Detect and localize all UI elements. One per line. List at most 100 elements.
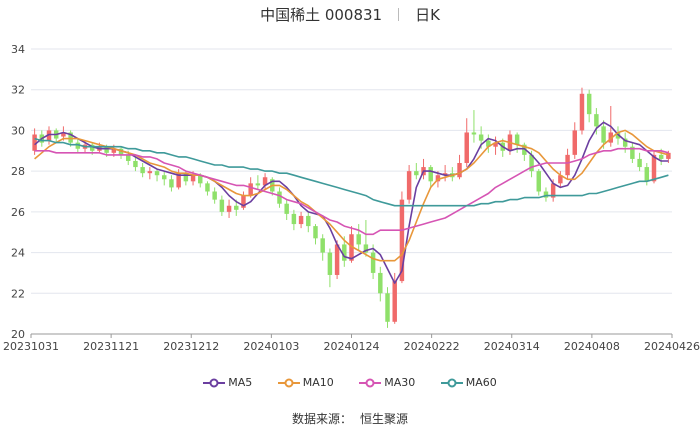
y-tick-label: 26 (11, 206, 25, 219)
candle-body (399, 199, 405, 282)
legend-label-ma10: MA10 (302, 376, 334, 389)
candle-body (291, 213, 297, 225)
candle-body (356, 234, 361, 245)
candle-body (75, 142, 81, 149)
candle-body (241, 195, 246, 208)
candle-body (183, 173, 189, 182)
candle-body (277, 191, 282, 204)
candle-body (248, 183, 253, 196)
candle-body (190, 175, 196, 182)
candle-body (147, 171, 153, 174)
candle-body (666, 152, 671, 159)
candle-body (594, 114, 599, 127)
x-tick-label: 20240314 (484, 340, 540, 353)
candle-body (392, 281, 397, 322)
candle-body (378, 272, 383, 294)
candle-body (133, 160, 138, 168)
series-line-ma10 (34, 129, 669, 262)
series-line-ma30 (34, 147, 669, 236)
candle-body (651, 154, 657, 182)
candle-body (579, 93, 585, 131)
candle-body (298, 215, 304, 225)
legend-label-ma60: MA60 (465, 376, 497, 389)
title-separator (398, 8, 400, 21)
y-tick-label: 32 (11, 84, 25, 97)
legend-item-ma30[interactable]: MA30 (359, 376, 415, 389)
candle-body (313, 226, 318, 239)
legend-item-ma60[interactable]: MA60 (440, 376, 497, 389)
candle-body (46, 130, 52, 141)
legend-item-ma10[interactable]: MA10 (277, 376, 334, 389)
candle-body (414, 171, 419, 176)
candle-body (370, 252, 376, 273)
legend-marker-ma10 (277, 378, 300, 387)
candle-body (493, 142, 498, 147)
legend-marker-ma30 (359, 378, 382, 387)
candle-body (637, 158, 642, 168)
candle-body (104, 146, 109, 153)
candle-body (550, 183, 556, 198)
source-label: 数据来源： (291, 412, 352, 426)
candle-body (464, 132, 469, 163)
candle-body (118, 148, 124, 155)
y-tick-label: 20 (11, 328, 25, 341)
candle-body (234, 205, 239, 210)
candle-body (644, 167, 650, 182)
candle-body (342, 244, 347, 261)
candle-body (61, 132, 66, 137)
x-tick-label: 20240222 (404, 340, 460, 353)
candle-body (205, 183, 210, 192)
candle-body (543, 191, 549, 198)
candle-body (320, 238, 325, 253)
x-tick-label: 20231031 (3, 340, 59, 353)
y-tick-label: 30 (11, 124, 25, 137)
stock-title: 中国稀土 000831 (260, 6, 383, 24)
y-tick-label: 28 (11, 165, 25, 178)
candle-body (111, 148, 117, 153)
source-provider: 恒生聚源 (360, 412, 409, 426)
x-tick-label: 20240124 (324, 340, 380, 353)
candle-body (349, 234, 354, 261)
y-tick-label: 34 (11, 43, 25, 56)
candle-body (68, 132, 73, 143)
candle-body (658, 154, 664, 159)
legend: MA5 MA10 MA30 MA60 (0, 376, 700, 391)
candle-body (162, 175, 167, 180)
candle-body (514, 134, 520, 145)
candle-body (622, 138, 628, 147)
chart-title: 中国稀土 000831 日K (0, 4, 700, 26)
candle-body (442, 173, 448, 176)
x-tick-label: 20240426 (644, 340, 700, 353)
legend-label-ma30: MA30 (384, 376, 416, 389)
series-line-ma60 (34, 137, 669, 207)
candle-body (262, 177, 268, 186)
candle-body (565, 154, 570, 176)
candle-body (586, 93, 592, 115)
period-label[interactable]: 日K (415, 6, 440, 24)
candle-body (608, 132, 614, 143)
legend-marker-ma60 (440, 378, 463, 387)
series-line-ma5 (34, 121, 669, 284)
candle-body (558, 175, 563, 184)
candle-body (255, 183, 261, 186)
candle-body (219, 199, 225, 212)
candle-body (529, 154, 534, 172)
candle-body (32, 134, 37, 151)
data-source: 数据来源： 恒生聚源 (0, 410, 700, 427)
x-tick-label: 20231212 (163, 340, 219, 353)
x-tick-label: 20240408 (564, 340, 620, 353)
candle-body (140, 167, 145, 174)
candle-body (176, 173, 181, 188)
candle-body (385, 293, 390, 322)
candle-body (486, 140, 491, 147)
candle-body (630, 146, 635, 159)
candle-body (478, 134, 484, 141)
candle-body (198, 175, 203, 184)
candle-body (406, 171, 412, 200)
candle-body (457, 163, 462, 178)
candle-body (428, 167, 433, 182)
x-tick-label: 20231121 (83, 340, 139, 353)
legend-item-ma5[interactable]: MA5 (203, 376, 252, 389)
y-tick-label: 24 (11, 247, 25, 260)
